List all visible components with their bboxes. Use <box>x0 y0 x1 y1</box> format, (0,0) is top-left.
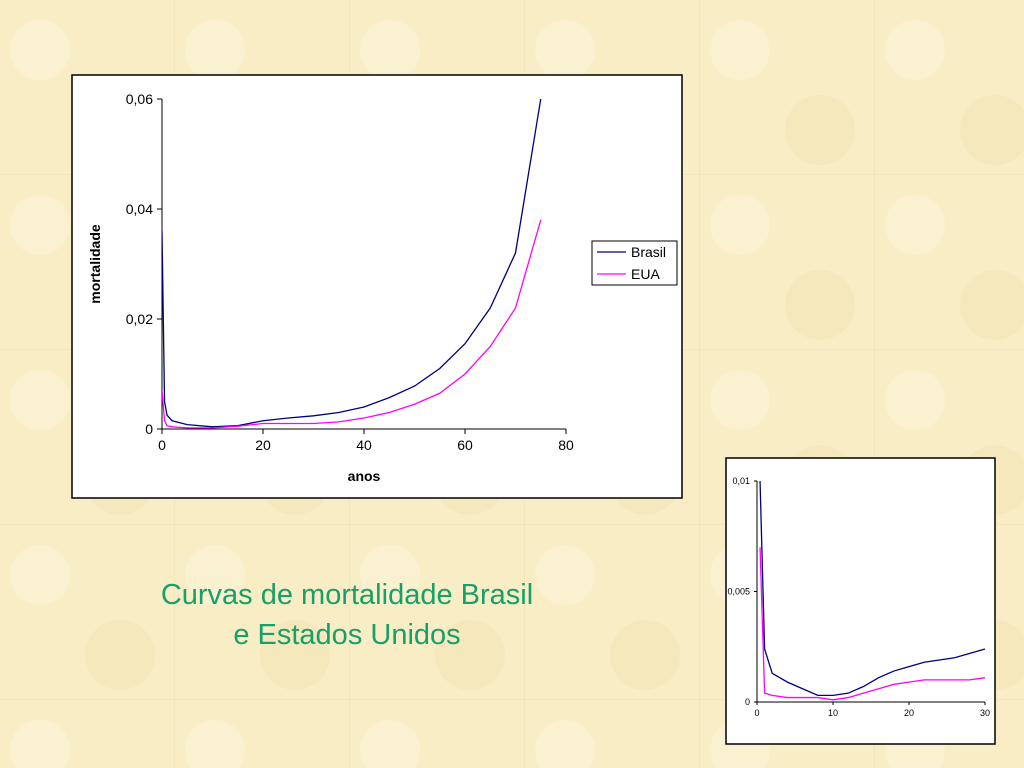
y-tick-label: 0,005 <box>727 587 750 597</box>
x-tick-label: 80 <box>558 437 574 453</box>
chart-frame <box>725 457 996 745</box>
x-tick-label: 10 <box>828 708 838 718</box>
chart: 0 0,005 0,01 0 10 20 30 <box>727 476 990 718</box>
series-line <box>759 480 986 697</box>
x-tick-label: 30 <box>980 708 990 718</box>
chart-frame <box>71 74 683 499</box>
legend-label: EUA <box>631 266 660 282</box>
series-line <box>759 547 986 701</box>
x-axis-title: anos <box>348 468 381 484</box>
y-tick-label: 0,06 <box>126 91 153 107</box>
caption: Curvas de mortalidade Brasil e Estados Un… <box>161 579 533 651</box>
legend-label: Brasil <box>631 244 666 260</box>
y-tick-label: 0,04 <box>126 201 153 217</box>
y-tick-label: 0,01 <box>732 476 750 486</box>
y-tick-label: 0 <box>745 697 750 707</box>
y-tick-label: 0 <box>145 421 153 437</box>
y-tick-label: 0,02 <box>126 311 153 327</box>
x-tick-label: 20 <box>255 437 271 453</box>
legend <box>591 240 678 286</box>
y-axis-title: mortalidade <box>87 224 103 304</box>
chart: 0 0,02 0,04 0,06 0 20 40 60 80 anos mortalidade Bra… <box>87 91 678 484</box>
x-tick-label: 0 <box>754 708 759 718</box>
series-line <box>162 98 542 428</box>
x-tick-label: 20 <box>904 708 914 718</box>
series-line <box>162 219 542 429</box>
x-tick-label: 40 <box>356 437 372 453</box>
x-tick-label: 0 <box>158 437 166 453</box>
x-tick-label: 60 <box>457 437 473 453</box>
